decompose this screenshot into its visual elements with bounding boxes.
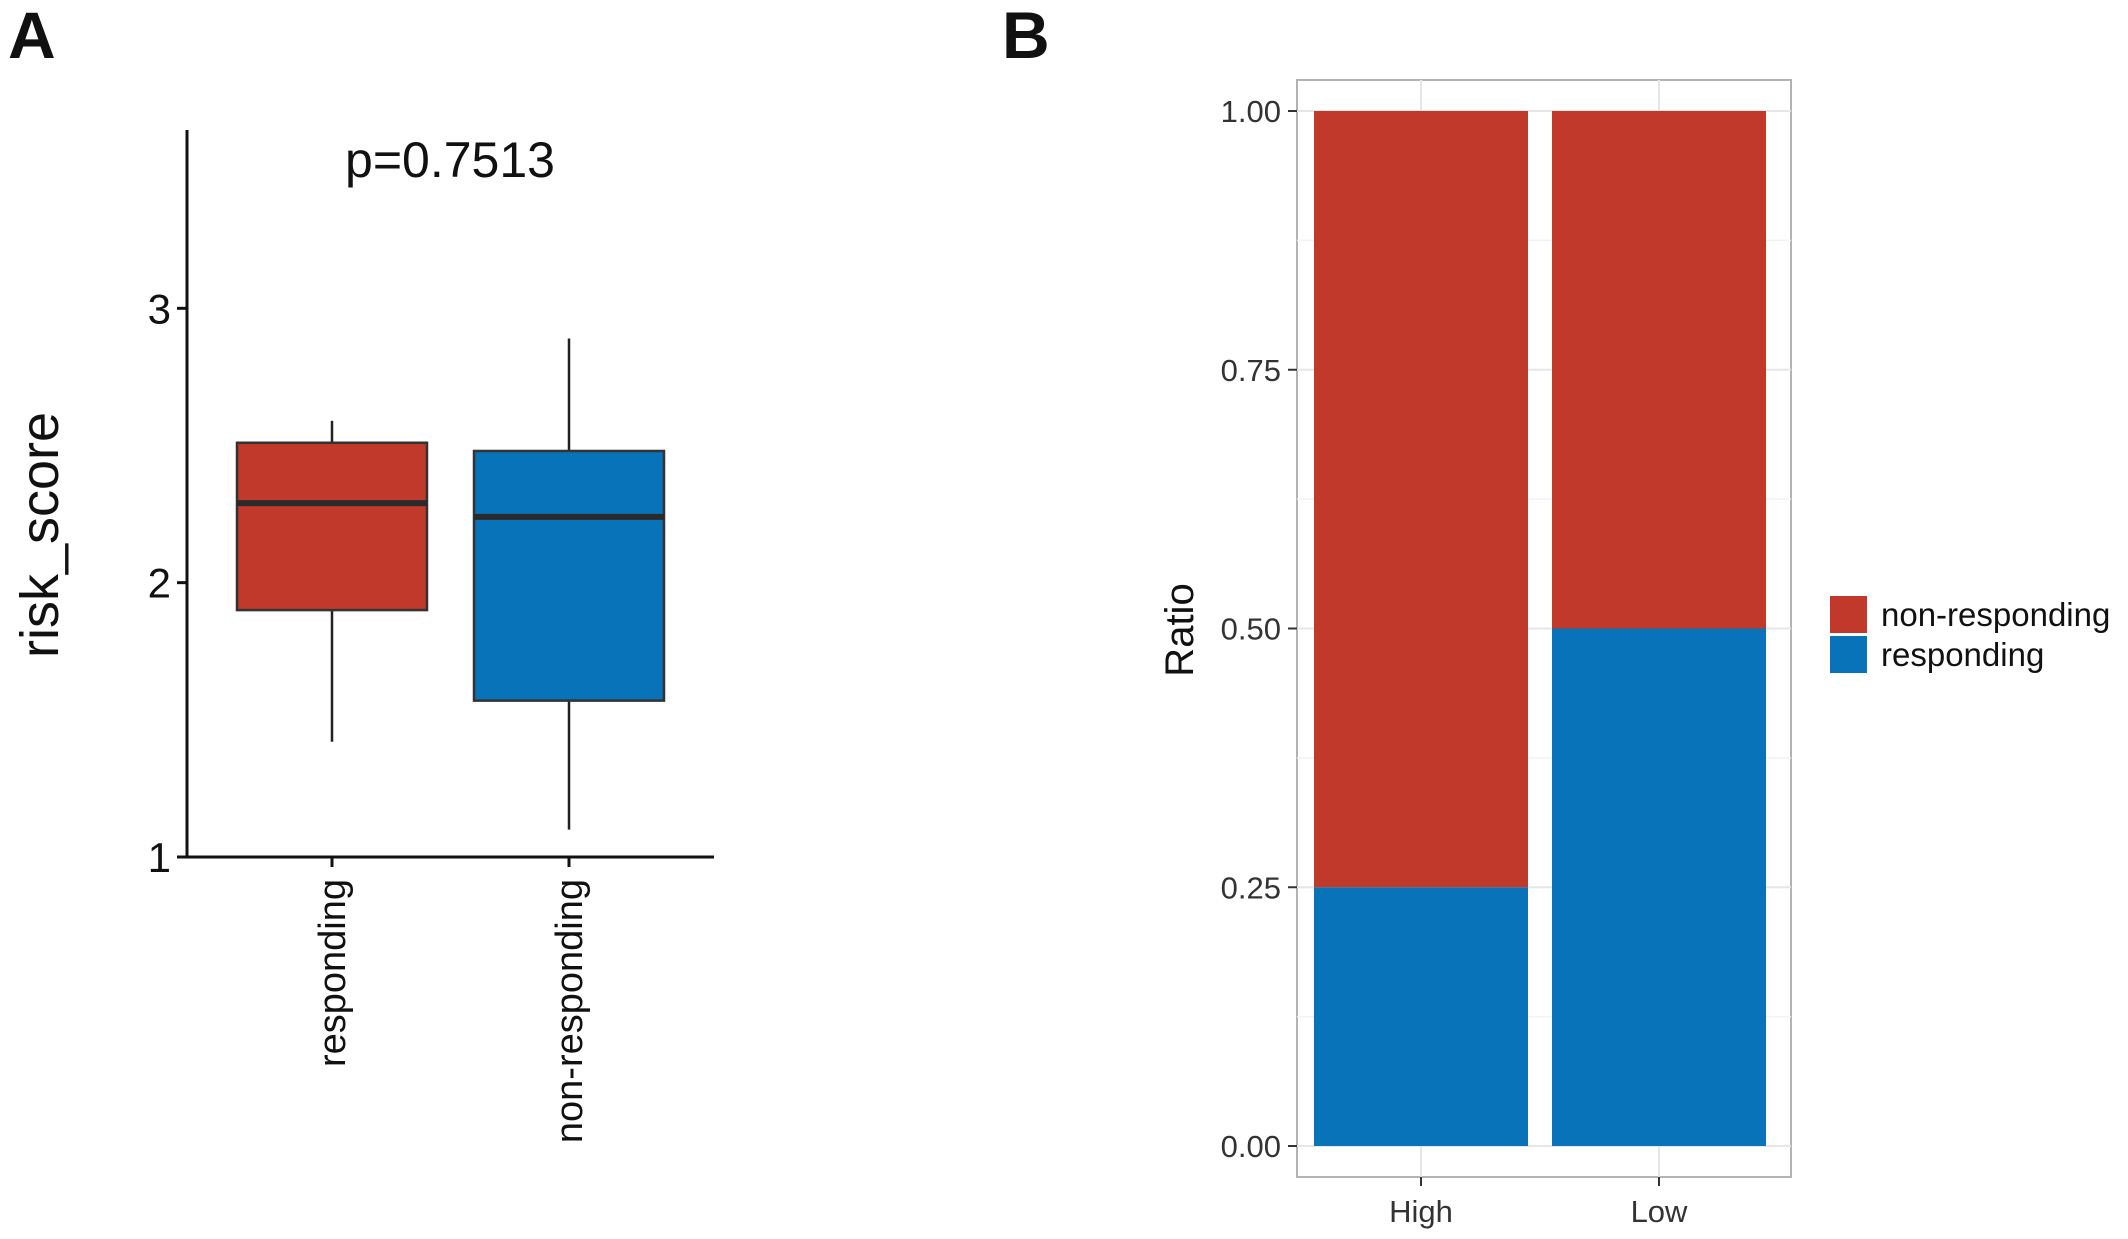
legend-swatch-non-responding	[1830, 596, 1867, 633]
box-body	[235, 441, 429, 612]
bar-high-non-responding	[1314, 111, 1528, 888]
box-body	[472, 449, 666, 702]
panel-a-y-tick-label: 2	[148, 560, 171, 607]
panel-b-category-label: High	[1389, 1194, 1453, 1229]
panel-b-category-label: Low	[1631, 1194, 1688, 1229]
box-non-responding	[472, 338, 666, 830]
legend-swatch-responding	[1830, 636, 1867, 673]
panel-a-category-label: responding	[312, 879, 354, 1067]
panel-b-y-tick-label: 0.50	[1221, 612, 1281, 647]
panel-a-y-axis-label: risk_score	[10, 412, 70, 658]
bar-low-non-responding	[1552, 111, 1766, 629]
legend-label-non-responding: non-responding	[1881, 596, 2110, 633]
panel-a-boxplot: p=0.7513 risk_score 1 2 3 responding non-re…	[10, 130, 714, 1143]
legend-label-responding: responding	[1881, 636, 2044, 673]
panel-b-label: B	[1002, 0, 1050, 72]
panel-a-y-tick-label: 1	[148, 834, 171, 881]
panel-a-label: A	[8, 0, 56, 72]
panel-b-stacked-bar: 0.00 0.25 0.50 0.75 1.00 High Low Ratio non-r…	[1158, 79, 2110, 1229]
panel-b-y-tick-label: 0.00	[1221, 1129, 1281, 1164]
box-responding	[235, 420, 429, 742]
bar-low-responding	[1552, 628, 1766, 1146]
panel-b-y-tick-label: 0.75	[1221, 353, 1281, 388]
panel-a-category-label: non-responding	[549, 879, 591, 1143]
panel-a-y-tick-label: 3	[148, 285, 171, 332]
panel-b-y-tick-label: 1.00	[1221, 94, 1281, 129]
bar-high-responding	[1314, 887, 1528, 1146]
p-value-annotation: p=0.7513	[345, 132, 555, 188]
panel-b-y-tick-label: 0.25	[1221, 870, 1281, 905]
panel-b-y-axis-label: Ratio	[1158, 583, 1202, 676]
